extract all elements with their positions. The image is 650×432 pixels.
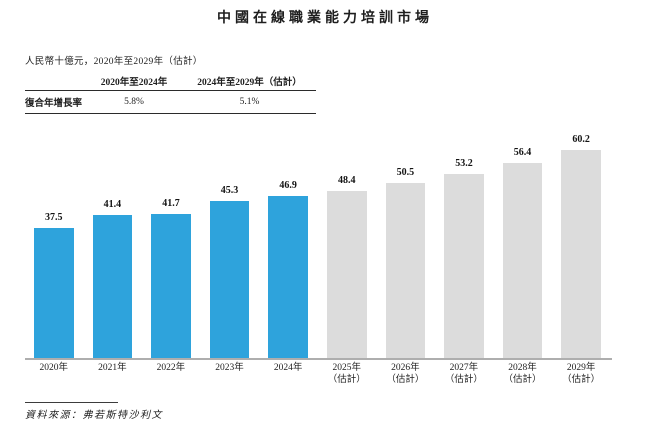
bar-2025年（估計） xyxy=(327,190,367,358)
bar-2026年（估計） xyxy=(385,183,426,358)
x-axis-label: 2025年 （估計） xyxy=(327,363,366,385)
bar-2024年 xyxy=(268,195,308,358)
bar-2029年（估計） xyxy=(561,149,601,358)
x-axis-label: 2023年 xyxy=(215,363,244,373)
x-axis-label: 2020年 xyxy=(39,363,69,373)
bar-chart-plot-area: 37.5 41.4 41.7 45.3 46.9 48.4 50.5 53.2 56.4 60.2 xyxy=(25,134,612,360)
x-axis-labels: 2020年 2021年 2022年 2023年 2024年 2025年 （估計） 2026年（… xyxy=(25,363,612,395)
bar-value-label: 37.5 xyxy=(45,212,63,224)
cagr-table-data-row: 復合年增長率 5.8% 5.1% xyxy=(25,91,316,114)
bar-2021年 xyxy=(92,214,133,358)
cagr-row-label: 復合年增長率 xyxy=(25,99,83,109)
x-axis-label: 2021年 xyxy=(98,363,127,373)
bar-2023年 xyxy=(209,201,250,358)
cagr-value-2024-2029: 5.1% xyxy=(239,97,260,107)
bar-2028年（估計） xyxy=(502,162,543,358)
bar-value-label: 41.7 xyxy=(162,197,180,209)
bar-2027年（估計） xyxy=(444,173,484,358)
bar-value-label: 50.5 xyxy=(396,167,415,179)
page-title: 中國在線職業能力培訓市場 xyxy=(217,11,433,26)
bar-value-label: 56.4 xyxy=(513,146,532,158)
x-axis-label: 2027年 （估計） xyxy=(444,363,483,385)
source-divider-line xyxy=(25,402,118,403)
bar-value-label: 60.2 xyxy=(572,133,590,145)
cagr-table: 2020年至2024年 2024年至2029年（估計） 復合年增長率 5.8% … xyxy=(25,70,316,114)
x-axis-label: 2022年 xyxy=(156,363,186,373)
source-note: 資料來源：弗若斯特沙利文 xyxy=(25,410,163,421)
bar-2022年 xyxy=(151,213,191,358)
chart-unit-subtitle: 人民幣十億元，2020年至2029年（估計） xyxy=(25,57,203,67)
x-axis-label: 2026年 （估計） xyxy=(386,363,425,385)
bar-value-label: 48.4 xyxy=(338,174,356,186)
cagr-table-header-row: 2020年至2024年 2024年至2029年（估計） xyxy=(25,70,316,91)
bar-value-label: 45.3 xyxy=(220,185,239,197)
bar-value-label: 46.9 xyxy=(279,179,297,191)
bar-value-label: 53.2 xyxy=(455,157,473,169)
x-axis-label: 2028年 （估計） xyxy=(503,363,542,385)
cagr-header-2024-2029: 2024年至2029年（估計） xyxy=(197,78,302,88)
bar-2020年 xyxy=(34,228,74,358)
cagr-header-2020-2024: 2020年至2024年 xyxy=(100,78,168,88)
cagr-value-2020-2024: 5.8% xyxy=(124,97,144,107)
x-axis-label: 2024年 xyxy=(273,363,303,373)
x-axis-label: 2029年 （估計） xyxy=(562,363,601,385)
bar-value-label: 41.4 xyxy=(103,198,122,210)
